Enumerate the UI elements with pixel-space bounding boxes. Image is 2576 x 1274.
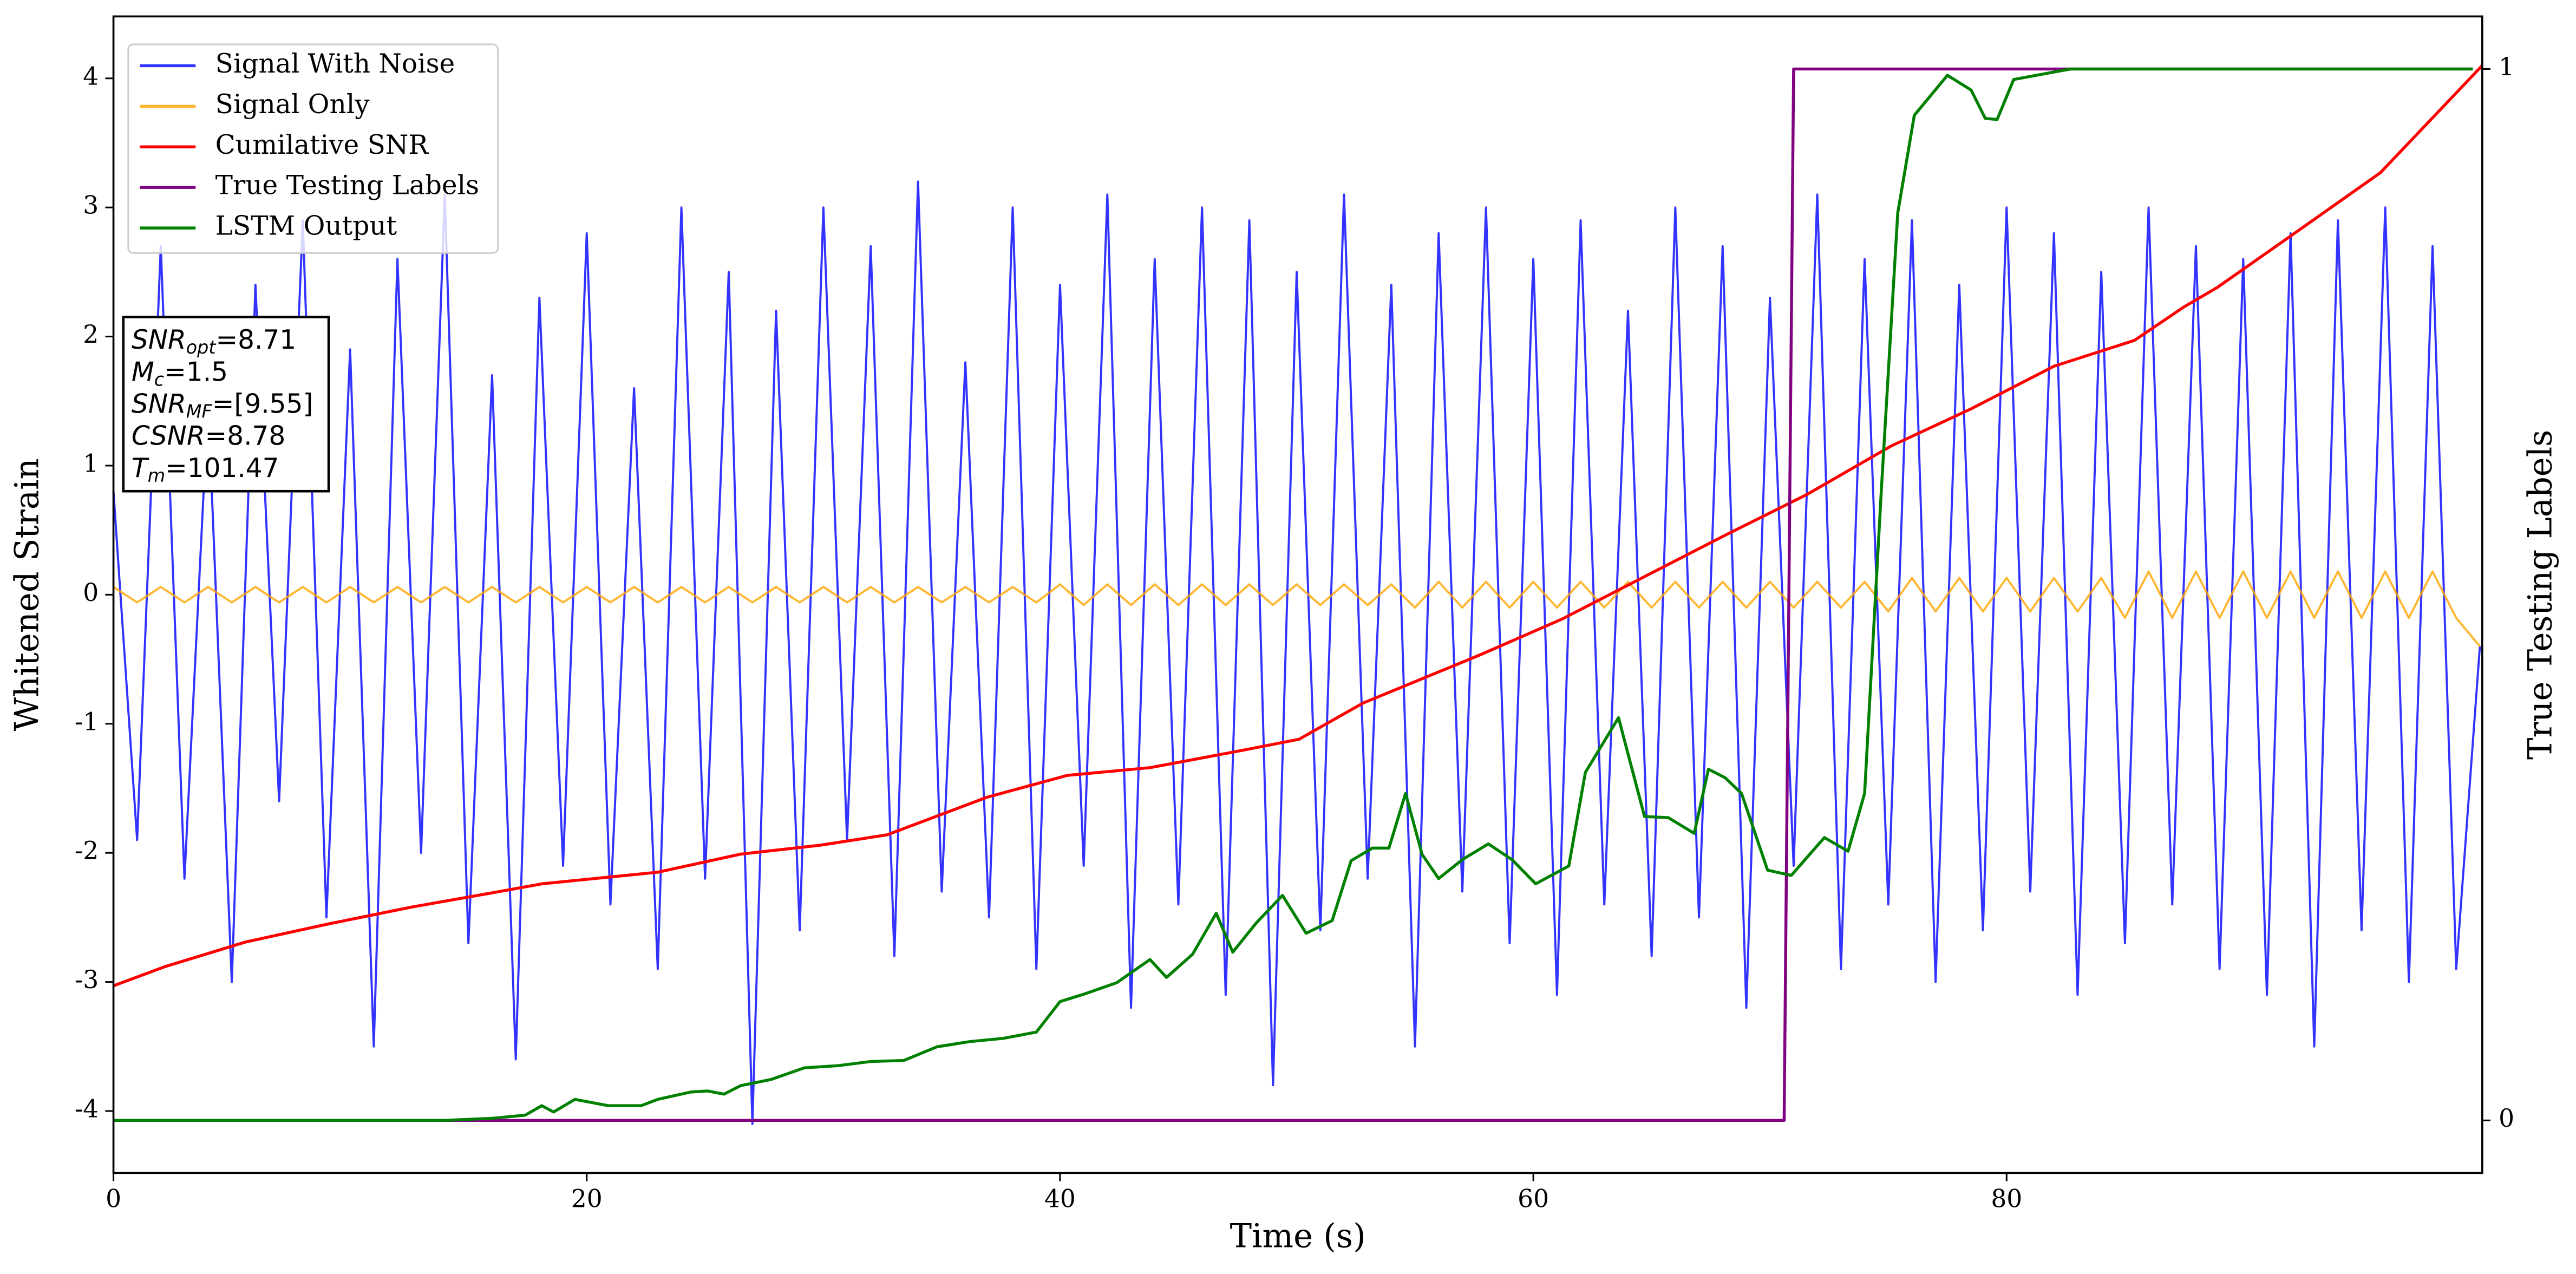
legend: Signal With Noise Signal Only Cumilative S… [127, 43, 499, 254]
legend-label: Signal Only [215, 89, 370, 120]
y-axis-label: Whitened Strain [8, 458, 46, 731]
series-line [113, 64, 2483, 988]
annotation-line: Tm=101.47 [132, 453, 279, 486]
annotation-frame [122, 316, 330, 493]
legend-label: Signal With Noise [215, 49, 455, 79]
annotation-subscript: c [154, 369, 164, 390]
annotation-value: =1.5 [164, 357, 228, 387]
annotation-name: SNR [132, 389, 186, 419]
y-tick-label: 1 [83, 449, 99, 478]
annotation-line: SNRopt=8.71 [132, 325, 296, 358]
annotation-line: SNRMF=[9.55] [132, 389, 313, 422]
y-tick-label: 4 [83, 62, 99, 90]
annotation-value: =8.78 [205, 421, 286, 452]
x-tick-label: 0 [106, 1184, 121, 1213]
annotation-name: SNR [132, 325, 186, 355]
x-tick-label: 20 [571, 1184, 603, 1213]
legend-box [127, 43, 499, 254]
legend-label: True Testing Labels [215, 171, 479, 201]
y-tick-label: 2 [83, 320, 99, 349]
series-line [112, 180, 2481, 1125]
annotation-value: =8.71 [215, 325, 296, 355]
y2-axis-label: True Testing Labels [2522, 430, 2560, 760]
annotation-subscript: MF [186, 401, 213, 422]
annotation-line: Mc=1.5 [132, 357, 228, 390]
x-axis-label: Time (s) [1230, 1217, 1366, 1255]
annotation-name: T [132, 453, 149, 484]
plot-area [112, 64, 2483, 1125]
y-tick-label: -4 [75, 1094, 99, 1123]
x-tick-label: 40 [1044, 1184, 1076, 1213]
y-tick-label: -3 [75, 965, 99, 994]
annotation-value: =[9.55] [212, 389, 313, 419]
y-tick-label: 3 [83, 191, 99, 220]
series-line [113, 570, 2481, 647]
series-line [113, 67, 2473, 1122]
y-tick-label: -2 [75, 837, 99, 865]
annotation-box: SNRopt=8.71Mc=1.5SNRMF=[9.55]CSNR=8.78Tm… [122, 316, 330, 493]
annotation-subscript: opt [186, 337, 217, 358]
y-tick-label: -1 [75, 707, 99, 736]
annotation-value: =101.47 [165, 453, 279, 484]
legend-label: LSTM Output [215, 211, 397, 241]
y-tick-label: 0 [83, 578, 99, 607]
annotation-line: CSNR=8.78 [132, 421, 285, 452]
annotation-name: M [132, 357, 154, 387]
x-tick-label: 60 [1518, 1184, 1549, 1213]
x-tick-label: 80 [1991, 1184, 2022, 1213]
annotation-subscript: m [148, 465, 166, 486]
y2-tick-label: 1 [2499, 53, 2514, 81]
y2-tick-label: 0 [2499, 1104, 2514, 1133]
legend-label: Cumilative SNR [215, 130, 429, 160]
annotation-name: CSNR [132, 421, 205, 452]
